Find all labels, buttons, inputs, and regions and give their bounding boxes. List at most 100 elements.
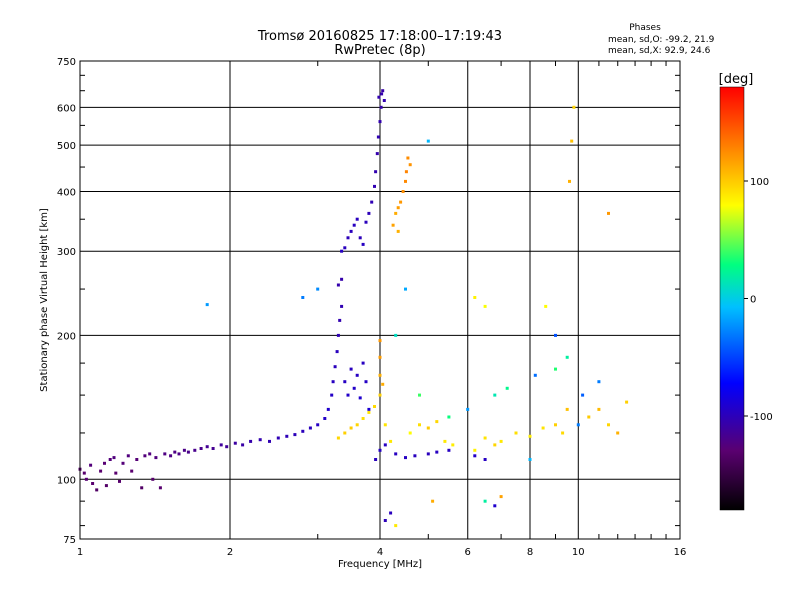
data-point bbox=[346, 236, 350, 240]
data-point bbox=[301, 429, 305, 433]
data-point bbox=[158, 486, 162, 490]
data-point bbox=[379, 105, 383, 109]
y-tick-label: 500 bbox=[57, 141, 76, 152]
data-point bbox=[570, 139, 574, 143]
data-point bbox=[258, 438, 262, 442]
data-point bbox=[99, 469, 103, 473]
data-point bbox=[336, 436, 340, 440]
y-tick-label: 200 bbox=[57, 331, 76, 342]
x-tick-label: 8 bbox=[527, 547, 533, 558]
data-point bbox=[151, 477, 155, 481]
data-point bbox=[473, 454, 477, 458]
data-point bbox=[383, 519, 387, 522]
data-point bbox=[483, 458, 487, 461]
data-point bbox=[84, 477, 88, 481]
data-point bbox=[349, 367, 353, 371]
data-point bbox=[544, 304, 548, 308]
data-points bbox=[78, 89, 629, 528]
data-point bbox=[565, 407, 569, 411]
y-tick-label: 600 bbox=[57, 103, 76, 114]
colorbar-tick-label: -100 bbox=[750, 412, 773, 423]
data-point bbox=[349, 426, 353, 430]
data-point bbox=[374, 458, 378, 461]
data-point bbox=[367, 407, 371, 411]
data-point bbox=[308, 426, 312, 430]
data-point bbox=[361, 242, 365, 246]
data-point bbox=[408, 163, 412, 167]
data-point bbox=[140, 486, 144, 490]
data-point bbox=[370, 200, 374, 204]
data-point bbox=[391, 223, 395, 227]
data-point bbox=[333, 365, 337, 369]
data-point bbox=[316, 423, 320, 427]
data-point bbox=[394, 211, 398, 215]
data-point bbox=[112, 456, 116, 460]
chart-subtitle: RwPretec (8p) bbox=[334, 43, 425, 58]
data-point bbox=[382, 99, 386, 102]
data-point bbox=[378, 393, 382, 397]
data-point bbox=[581, 393, 585, 397]
data-point bbox=[336, 333, 340, 337]
data-point bbox=[554, 333, 557, 337]
data-point bbox=[396, 206, 400, 210]
data-point bbox=[177, 452, 181, 456]
data-point bbox=[276, 436, 280, 440]
data-point bbox=[301, 296, 305, 299]
data-point bbox=[355, 373, 359, 377]
data-point bbox=[426, 452, 430, 456]
data-point bbox=[473, 296, 477, 299]
data-point bbox=[143, 454, 147, 458]
data-point bbox=[135, 458, 139, 461]
data-point bbox=[352, 386, 356, 390]
data-point bbox=[383, 443, 387, 447]
data-point bbox=[541, 426, 545, 430]
data-point bbox=[426, 426, 430, 430]
data-point bbox=[381, 89, 385, 93]
data-point bbox=[182, 448, 186, 452]
data-point bbox=[91, 482, 95, 485]
y-tick-label: 100 bbox=[57, 475, 76, 486]
data-point bbox=[186, 450, 190, 454]
data-point bbox=[435, 420, 439, 424]
data-point bbox=[616, 431, 620, 435]
data-point bbox=[483, 499, 487, 503]
x-tick-label: 2 bbox=[227, 547, 233, 558]
colorbar bbox=[719, 86, 745, 511]
chart-title: Tromsø 20160825 17:18:00–17:19:43 bbox=[257, 29, 502, 44]
data-point bbox=[499, 495, 503, 499]
data-point bbox=[607, 211, 610, 215]
x-axis-label: Frequency [MHz] bbox=[338, 559, 422, 570]
data-point bbox=[335, 350, 339, 354]
data-point bbox=[361, 417, 365, 420]
data-point bbox=[358, 236, 362, 240]
data-point bbox=[118, 479, 121, 483]
data-point bbox=[404, 179, 407, 183]
data-point bbox=[364, 380, 368, 384]
data-point bbox=[389, 439, 393, 443]
data-point bbox=[316, 287, 320, 291]
data-point bbox=[381, 382, 385, 386]
data-point bbox=[396, 229, 400, 233]
data-point bbox=[380, 92, 384, 96]
data-point bbox=[568, 179, 571, 183]
data-point bbox=[401, 190, 405, 193]
data-point bbox=[383, 423, 387, 427]
x-tick-label: 1 bbox=[77, 547, 83, 558]
data-point bbox=[343, 380, 347, 384]
data-point bbox=[451, 443, 455, 447]
data-point bbox=[443, 439, 447, 443]
data-point bbox=[114, 471, 118, 475]
data-point bbox=[82, 471, 86, 475]
data-point bbox=[406, 156, 410, 160]
data-point bbox=[154, 456, 158, 460]
data-point bbox=[378, 373, 382, 377]
data-point bbox=[340, 277, 344, 281]
data-point bbox=[104, 484, 108, 488]
data-point bbox=[473, 448, 477, 452]
data-point bbox=[597, 380, 601, 384]
colorbar-tick-label: 100 bbox=[750, 177, 769, 188]
data-point bbox=[587, 415, 591, 419]
data-point bbox=[404, 170, 408, 174]
data-point bbox=[355, 423, 359, 427]
